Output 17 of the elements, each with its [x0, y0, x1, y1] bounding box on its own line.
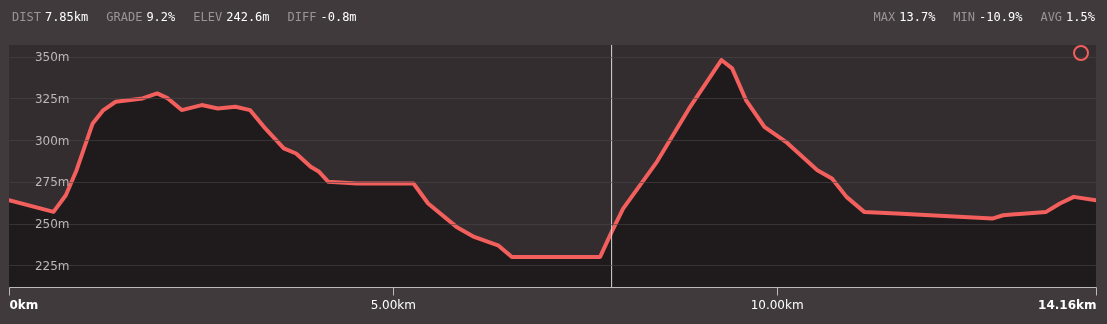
text: GRADE 9.2%: [106, 10, 176, 24]
text: DIST 7.85km: [12, 10, 89, 24]
text: MAX 13.7%: [873, 10, 936, 24]
text: DIFF -0.8m: [287, 10, 357, 24]
y-tick-label: 275m: [34, 175, 70, 190]
y-tick-label: 225m: [34, 258, 70, 273]
y-tick-label: 250m: [34, 217, 70, 232]
x-tick-label: 10.00km: [750, 297, 804, 312]
y-tick-label: 350m: [34, 50, 70, 65]
x-tick-label: 5.00km: [370, 297, 417, 312]
text: MIN -10.9%: [953, 10, 1023, 24]
y-tick-label: 325m: [34, 91, 70, 106]
text: AVG 1.5%: [1040, 10, 1095, 24]
x-tick-label: 0km: [9, 297, 39, 312]
text: ELEV 242.6m: [193, 10, 270, 24]
x-tick-label: 14.16km: [1038, 297, 1097, 312]
y-tick-label: 300m: [34, 133, 70, 148]
